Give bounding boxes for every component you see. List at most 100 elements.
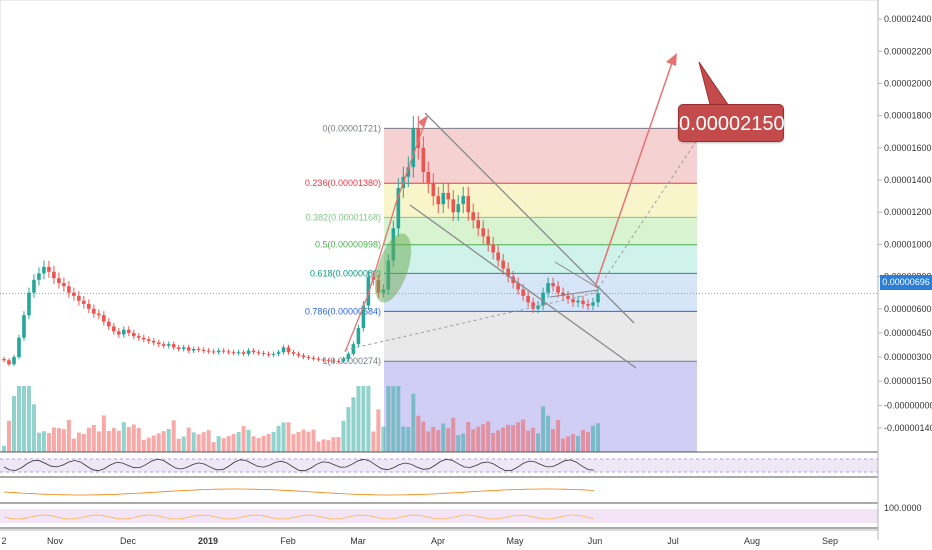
volume-bar [566, 436, 571, 452]
candle-body [356, 328, 361, 345]
candle-body [77, 295, 81, 301]
candle-body [7, 360, 11, 365]
fib-band [384, 128, 697, 184]
volume-bar [496, 430, 501, 452]
candle-body [286, 347, 291, 353]
price-tick-label: 0.00001000 [884, 239, 932, 249]
candle-body [496, 252, 500, 261]
price-tick-label: 0.00000450 [884, 328, 932, 338]
candle-body [491, 244, 495, 253]
volume-bar [11, 396, 16, 452]
candle-body [361, 305, 366, 329]
volume-bar [16, 386, 21, 452]
fib-level-label: 0.618(0.0000082) [310, 268, 381, 278]
volume-bar [131, 424, 136, 452]
volume-bar [546, 415, 551, 452]
time-tick-label: Sep [822, 536, 838, 546]
time-tick-label: Jul [667, 536, 679, 546]
candle-body [576, 300, 580, 303]
candle-body [126, 329, 131, 333]
volume-bar [431, 426, 436, 452]
candle-body [456, 204, 461, 213]
candle-body [506, 268, 510, 277]
candle-body [306, 357, 311, 359]
candle-body [136, 336, 141, 338]
stoch-band [0, 509, 878, 523]
candle-body [486, 236, 490, 245]
fib-band [384, 183, 697, 218]
volume-bar [86, 427, 91, 452]
volume-bar [306, 431, 311, 452]
candle-body [266, 353, 271, 355]
volume-bar [26, 386, 31, 452]
candle-body [216, 350, 221, 353]
volume-bar [376, 409, 381, 452]
rsi-band [0, 459, 878, 472]
volume-bar [521, 419, 526, 452]
candle-body [341, 358, 346, 362]
candle-body [112, 326, 116, 332]
time-tick-label: May [506, 536, 524, 546]
volume-bar [426, 431, 431, 452]
volume-bar [411, 393, 416, 452]
volume-bar [71, 438, 76, 452]
channel-lower [409, 204, 637, 369]
candle-body [161, 344, 166, 346]
volume-bar [591, 425, 596, 452]
candle-body [241, 352, 246, 354]
candle-body [271, 353, 276, 355]
volume-bar [166, 428, 171, 452]
volume-bar [186, 427, 191, 452]
volume-bar [46, 432, 51, 452]
volume-bar [486, 421, 491, 452]
target-price-callout[interactable]: 0.00002150 [678, 104, 785, 142]
volume-bar [281, 422, 286, 452]
volume-bar [396, 386, 401, 452]
time-tick-label: 2 [1, 536, 6, 546]
fibonacci-retracement[interactable]: 0(0.00001721) 0.236(0.00001380) 0.382(0.00… [305, 123, 697, 452]
fib-level-label: 0.786(0.00000584) [305, 306, 381, 316]
volume-bar [276, 425, 281, 452]
volume-bar [21, 386, 26, 452]
volume-bar [301, 429, 306, 452]
volume-bar [366, 386, 371, 452]
volume-bar [161, 431, 166, 452]
candle-body [186, 347, 191, 351]
candle-body [72, 292, 76, 296]
candle-body [67, 286, 71, 293]
candle-body [316, 358, 321, 360]
candle-body [526, 295, 530, 303]
volume-bar [61, 429, 66, 452]
candle-body [396, 188, 401, 229]
volume-bar [336, 437, 341, 452]
candle-body [421, 147, 426, 172]
price-tick-label: 0.00002200 [884, 46, 932, 56]
volume-bar [316, 441, 321, 452]
time-tick-label: Aug [744, 536, 760, 546]
price-tick-label: -0.00000140 [884, 423, 932, 433]
candle-body [62, 283, 66, 287]
volume-bar [101, 415, 106, 452]
candle-body [571, 299, 575, 303]
target-arrow-line [594, 59, 674, 288]
candle-body [426, 171, 431, 184]
volume-bar [271, 431, 276, 452]
volume-bar [551, 429, 556, 452]
candle-body [346, 353, 351, 359]
candle-body [256, 352, 261, 354]
volume-bar [226, 436, 231, 452]
volume-bar [386, 386, 391, 452]
candle-body [201, 349, 206, 351]
price-axis: 0.00002400 0.00002200 0.00002000 0.00001800… [877, 0, 932, 540]
candle-body [531, 302, 535, 309]
candle-body [246, 350, 251, 354]
target-arrowhead [666, 53, 677, 66]
volume-bar [111, 428, 116, 452]
volume-bar [441, 423, 446, 452]
impulse-arrow-path [344, 116, 428, 353]
candle-body [251, 350, 256, 353]
time-tick-label: Mar [350, 536, 366, 546]
candle-body [336, 361, 341, 363]
channel-upper [424, 112, 635, 324]
